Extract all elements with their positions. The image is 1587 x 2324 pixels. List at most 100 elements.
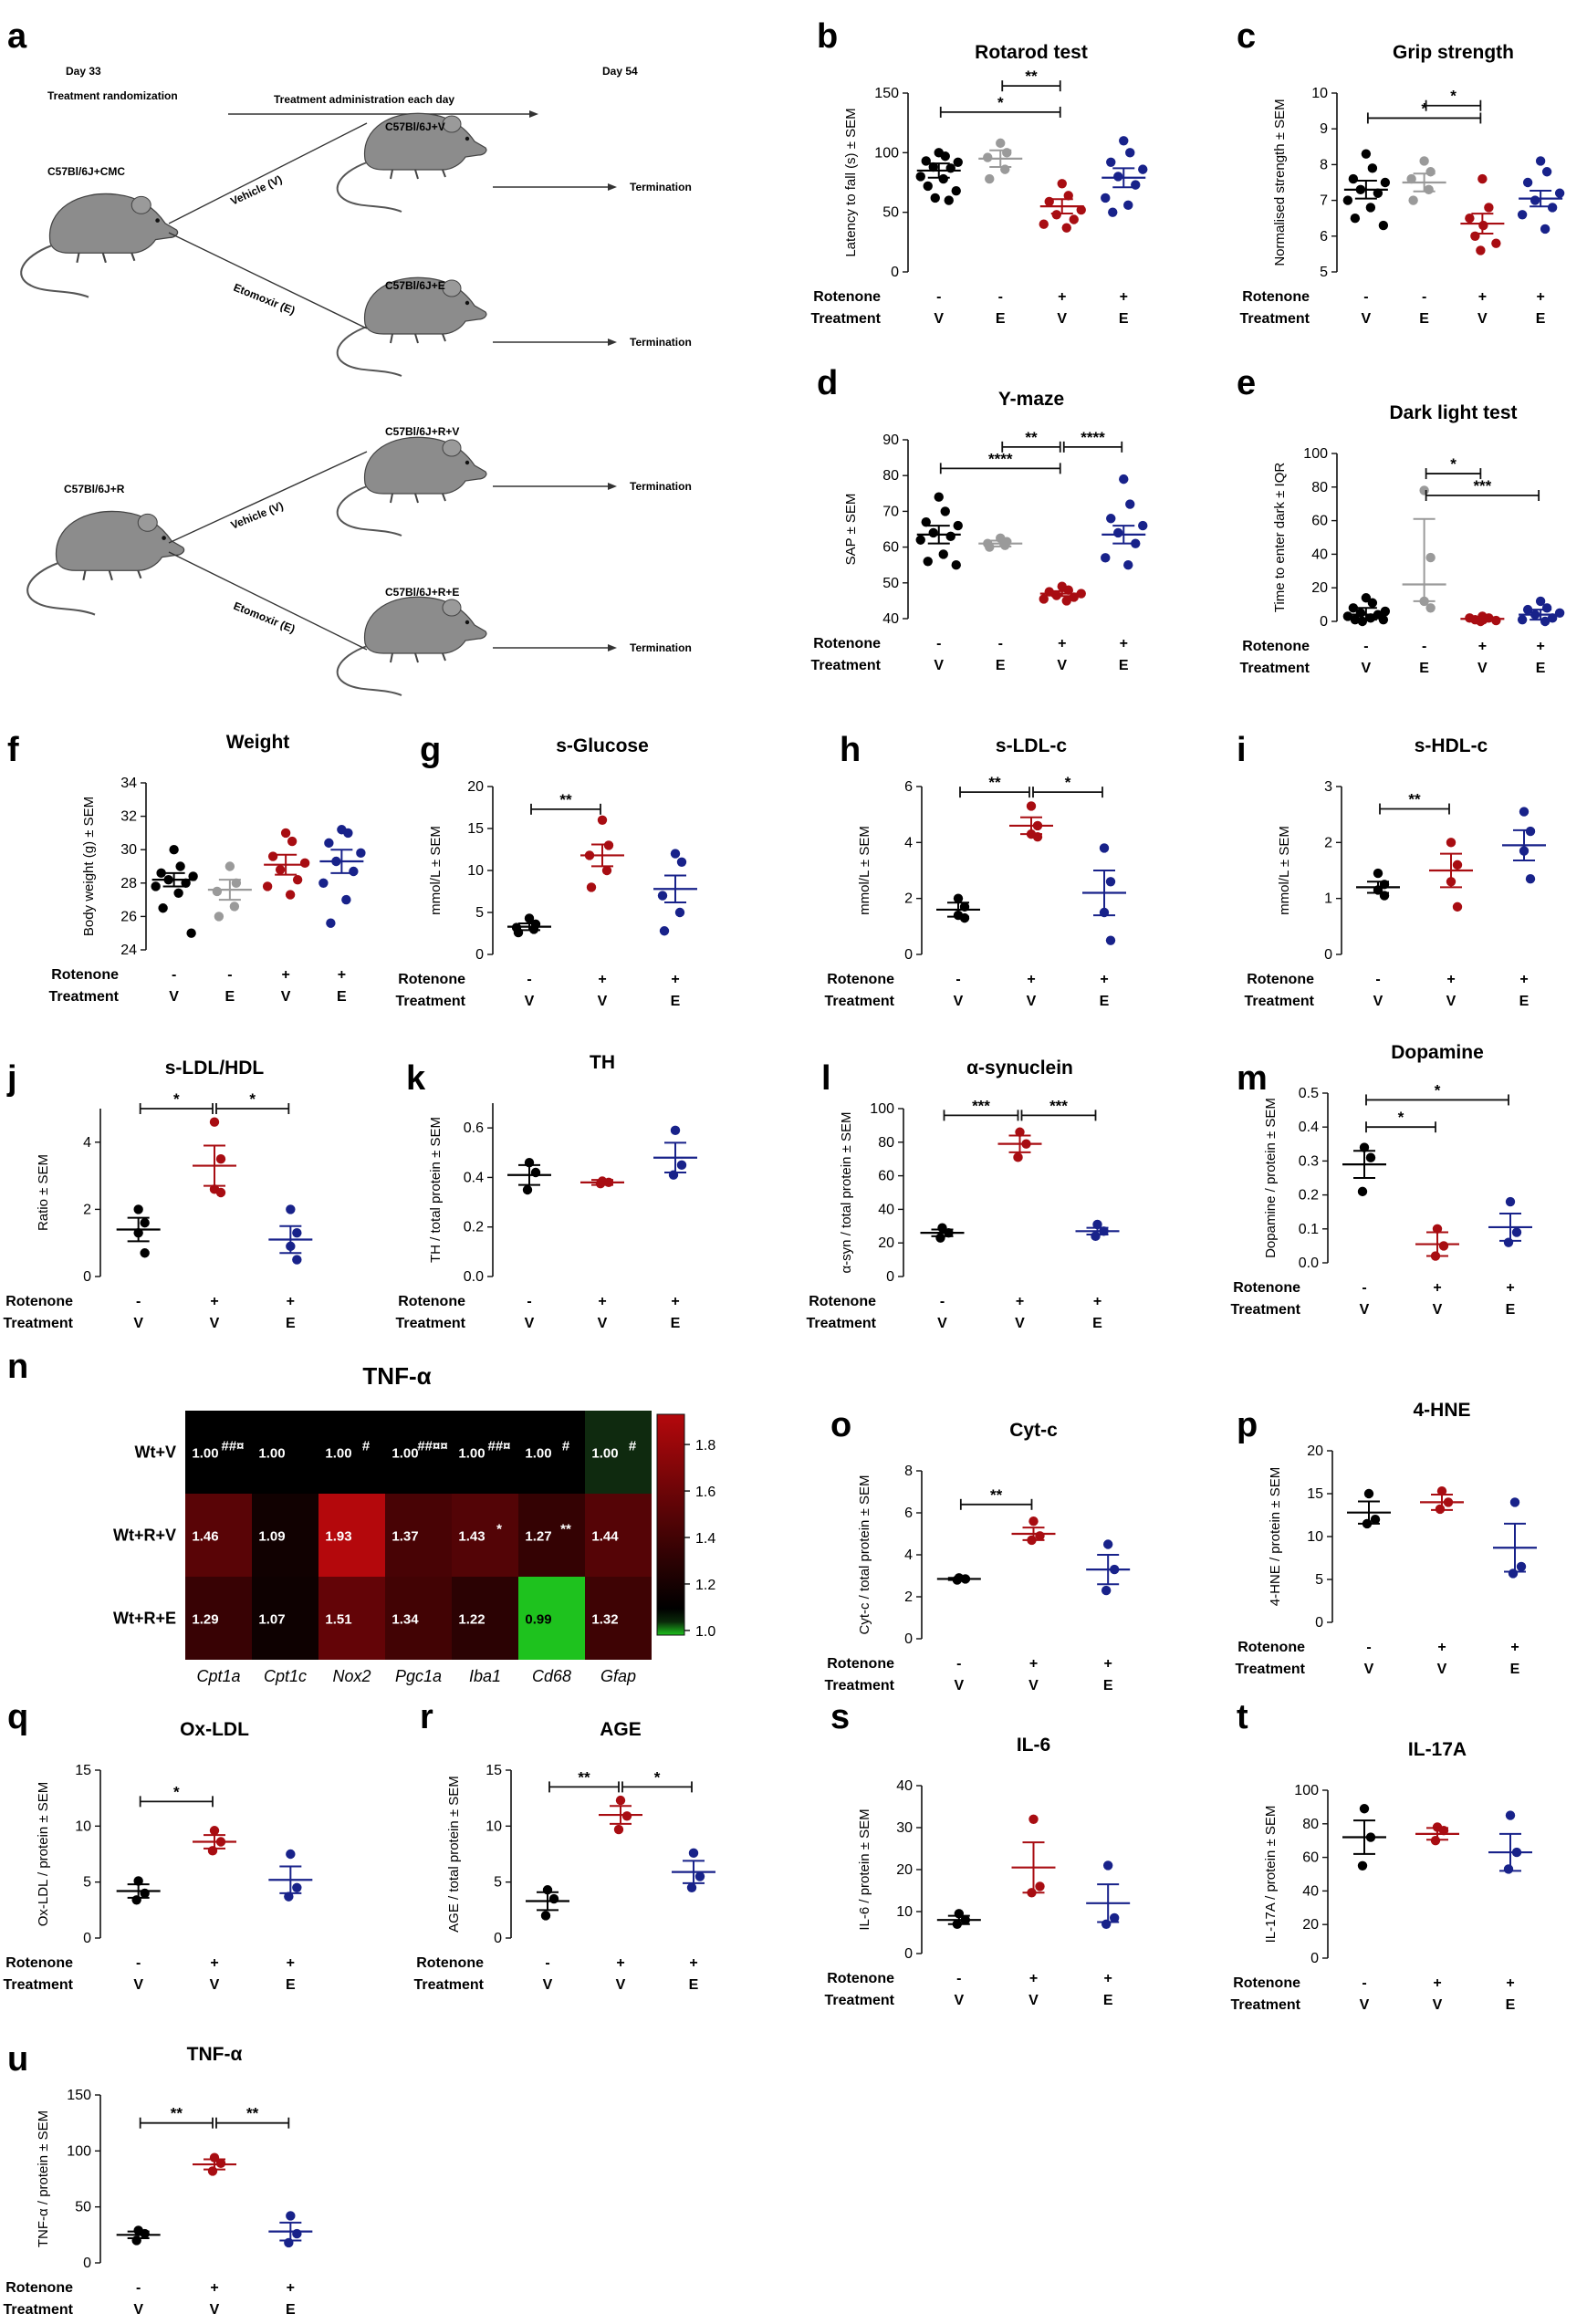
- point-b-0-4: [928, 162, 938, 172]
- treatment-label-p: Treatment: [1236, 1662, 1306, 1677]
- point-j-0-0: [133, 1204, 143, 1214]
- y-tick-label-d-5: 90: [882, 432, 899, 448]
- point-j-2-0: [286, 1204, 296, 1214]
- heatmap-cell-2-1: [252, 1577, 318, 1660]
- panel-g-chart: g s-Glucose 0 5 10 15 20 mmol/L ± SEM Rotenone Tr…: [396, 731, 697, 1009]
- panel-u-chart: u TNF-α 0 50 100 150 TNF-α / protein ± SEM Rote…: [4, 2040, 313, 2318]
- point-b-2-1: [1063, 191, 1073, 201]
- heatmap-mark-0-2: #: [362, 1439, 371, 1454]
- chart-title-b: Rotarod test: [975, 42, 1088, 63]
- chart-title-f: Weight: [226, 732, 290, 753]
- arm-group-label-2: C57Bl/6J+R+V: [385, 425, 459, 438]
- point-r-2-1: [694, 1871, 705, 1881]
- y-tick-label-o-2: 4: [904, 1548, 913, 1563]
- y-tick-label-i-0: 0: [1324, 947, 1332, 963]
- y-tick-label-h-3: 6: [904, 779, 913, 795]
- group-left-r: C57Bl/6J+R: [64, 483, 125, 495]
- point-o-2-2: [1101, 1585, 1112, 1596]
- panel-s-chart: s IL-6 0 10 20 30 40 IL-6 / protein ± SEM Roteno…: [825, 1698, 1131, 2008]
- y-axis-label-j: Ratio ± SEM: [36, 1154, 51, 1231]
- treatment-label-m: Treatment: [1231, 1302, 1301, 1318]
- rotenone-value-l-0: -: [940, 1294, 945, 1309]
- mouse-icon-v: [336, 112, 487, 213]
- treatment-value-m-0: V: [1360, 1302, 1370, 1318]
- treatment-value-o-2: E: [1103, 1678, 1113, 1693]
- rotenone-label-s: Rotenone: [827, 1971, 894, 1986]
- rotenone-value-e-2: +: [1478, 639, 1487, 654]
- heatmap-col-label-6: Gfap: [600, 1667, 636, 1685]
- y-axis-label-t: IL-17A / protein ± SEM: [1263, 1806, 1279, 1944]
- rotenone-value-g-1: +: [598, 972, 606, 987]
- panel-label-p: p: [1237, 1406, 1258, 1444]
- chart-title-i: s-HDL-c: [1415, 735, 1488, 756]
- treatment-value-f-3: E: [337, 989, 347, 1005]
- chart-title-j: s-LDL/HDL: [165, 1058, 265, 1079]
- panel-label-c: c: [1237, 17, 1256, 56]
- treatment-value-o-1: V: [1028, 1678, 1039, 1693]
- y-axis-label-q: Ox-LDL / protein ± SEM: [36, 1782, 51, 1927]
- point-f-1-0: [224, 861, 235, 871]
- y-axis-label-l: α-syn / total protein ± SEM: [839, 1112, 854, 1274]
- panel-t-chart: t IL-17A 0 20 40 60 80 100 IL-17A / protein ± SE…: [1231, 1698, 1532, 2013]
- point-f-1-2: [212, 886, 223, 897]
- panel-n-heatmap: n TNF-α Wt+V 1.00 ##¤ 1.00 1.00 #1.00##¤¤ 1.00…: [7, 1348, 715, 1685]
- treatment-value-m-1: V: [1433, 1302, 1443, 1318]
- heatmap-value-1-5: 1.27: [525, 1529, 551, 1545]
- rotenone-label-m: Rotenone: [1233, 1280, 1300, 1296]
- y-tick-label-c-5: 10: [1311, 86, 1328, 101]
- point-b-0-11: [944, 195, 954, 205]
- panel-label-r: r: [420, 1698, 433, 1736]
- point-h-2-1: [1105, 877, 1116, 887]
- point-d-3-5: [1131, 538, 1141, 548]
- point-b-2-5: [1069, 214, 1079, 224]
- y-tick-label-t-2: 40: [1302, 1883, 1319, 1899]
- y-axis-label-b: Latency to fall (s) ± SEM: [843, 108, 859, 256]
- arm-arrow-0: [168, 122, 368, 224]
- rotenone-value-p-1: +: [1437, 1640, 1446, 1655]
- treatment-label-t: Treatment: [1231, 1997, 1301, 2013]
- point-e-3-6: [1517, 614, 1528, 625]
- point-p-2-1: [1516, 1561, 1527, 1572]
- point-b-3-3: [1138, 164, 1148, 174]
- rotenone-value-t-2: +: [1506, 1975, 1514, 1991]
- treatment-value-s-2: E: [1103, 1993, 1113, 2008]
- panel-f-chart: f Weight 24 26 28 30 32 34 Body weight (g) ± SEM…: [7, 731, 366, 1005]
- treatment-value-c-0: V: [1362, 311, 1372, 327]
- y-tick-label-f-1: 26: [120, 909, 137, 924]
- rotenone-label-i: Rotenone: [1247, 972, 1314, 987]
- rotenone-value-k-2: +: [671, 1294, 679, 1309]
- point-b-1-1: [1002, 148, 1012, 158]
- colorbar-tick-label-3: 1.6: [695, 1485, 715, 1500]
- rotenone-value-t-0: -: [1362, 1975, 1366, 1991]
- sig-label-j-0: *: [173, 1090, 180, 1108]
- point-g-2-2: [657, 891, 668, 901]
- y-tick-label-p-0: 0: [1315, 1615, 1323, 1631]
- point-b-2-7: [1061, 223, 1071, 233]
- admin-arrowhead: [529, 110, 538, 118]
- point-u-2-2: [284, 2237, 294, 2248]
- point-f-2-6: [262, 881, 273, 891]
- heatmap-value-1-0: 1.46: [192, 1529, 218, 1545]
- point-j-2-1: [292, 1227, 302, 1238]
- rotenone-value-m-0: -: [1362, 1280, 1366, 1296]
- heatmap-mark-1-5: **: [560, 1522, 571, 1537]
- heatmap-row-label-2: Wt+R+E: [113, 1610, 176, 1628]
- heatmap-title: TNF-α: [362, 1362, 431, 1390]
- rotenone-value-r-2: +: [689, 1955, 697, 1971]
- treatment-value-k-2: E: [671, 1316, 681, 1331]
- y-tick-label-d-0: 40: [882, 611, 899, 627]
- panel-a-schematic: a Day 33 Treatment randomization Day 54 …: [7, 17, 692, 696]
- day-end-label: Day 54: [602, 65, 638, 78]
- group-left-cmc: C57Bl/6J+CMC: [47, 165, 125, 178]
- rotenone-label-k: Rotenone: [398, 1294, 465, 1309]
- heatmap-cell-1-1: [252, 1494, 318, 1577]
- point-f-3-7: [341, 894, 351, 905]
- treatment-value-d-1: E: [996, 658, 1006, 673]
- day-start-label: Day 33: [66, 65, 101, 78]
- treatment-value-t-0: V: [1360, 1997, 1370, 2013]
- y-axis-label-p: 4-HNE / protein ± SEM: [1268, 1467, 1283, 1606]
- treatment-label-d: Treatment: [811, 658, 882, 673]
- point-d-3-1: [1125, 499, 1135, 509]
- y-tick-label-g-1: 5: [475, 905, 484, 921]
- heatmap-value-0-6: 1.00: [591, 1446, 618, 1462]
